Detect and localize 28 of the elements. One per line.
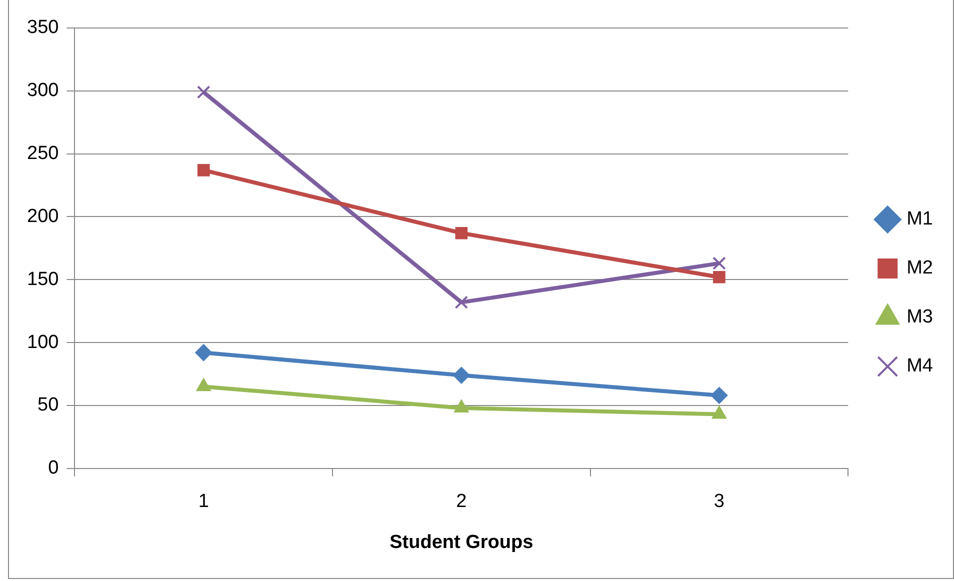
y-tick-label: 250 [27,143,59,164]
point [196,378,212,392]
point [196,86,210,99]
point [452,366,470,384]
point [712,406,727,419]
x-tick-label: 2 [456,491,467,512]
y-tick-label: 150 [27,268,59,290]
y-tick-label: 50 [38,394,59,416]
y-tick-label: 300 [27,80,59,102]
x-axis-title: Student Groups [390,532,534,553]
point [455,226,468,240]
point [197,164,210,176]
point [710,386,728,404]
point [195,344,212,362]
legend-label: M1 [906,208,934,230]
point [712,256,726,270]
legend-label: M3 [906,306,934,328]
y-tick-label: 0 [48,458,59,479]
y-tick-label: 350 [27,17,59,38]
point [713,270,726,284]
point [454,296,468,309]
legend-label: M2 [906,258,934,279]
legend-label: M4 [906,356,934,377]
y-tick-label: 200 [27,206,59,227]
y-tick-label: 100 [27,332,59,353]
x-tick-label: 3 [714,491,724,512]
point [454,400,469,413]
x-tick-label: 1 [198,491,209,512]
